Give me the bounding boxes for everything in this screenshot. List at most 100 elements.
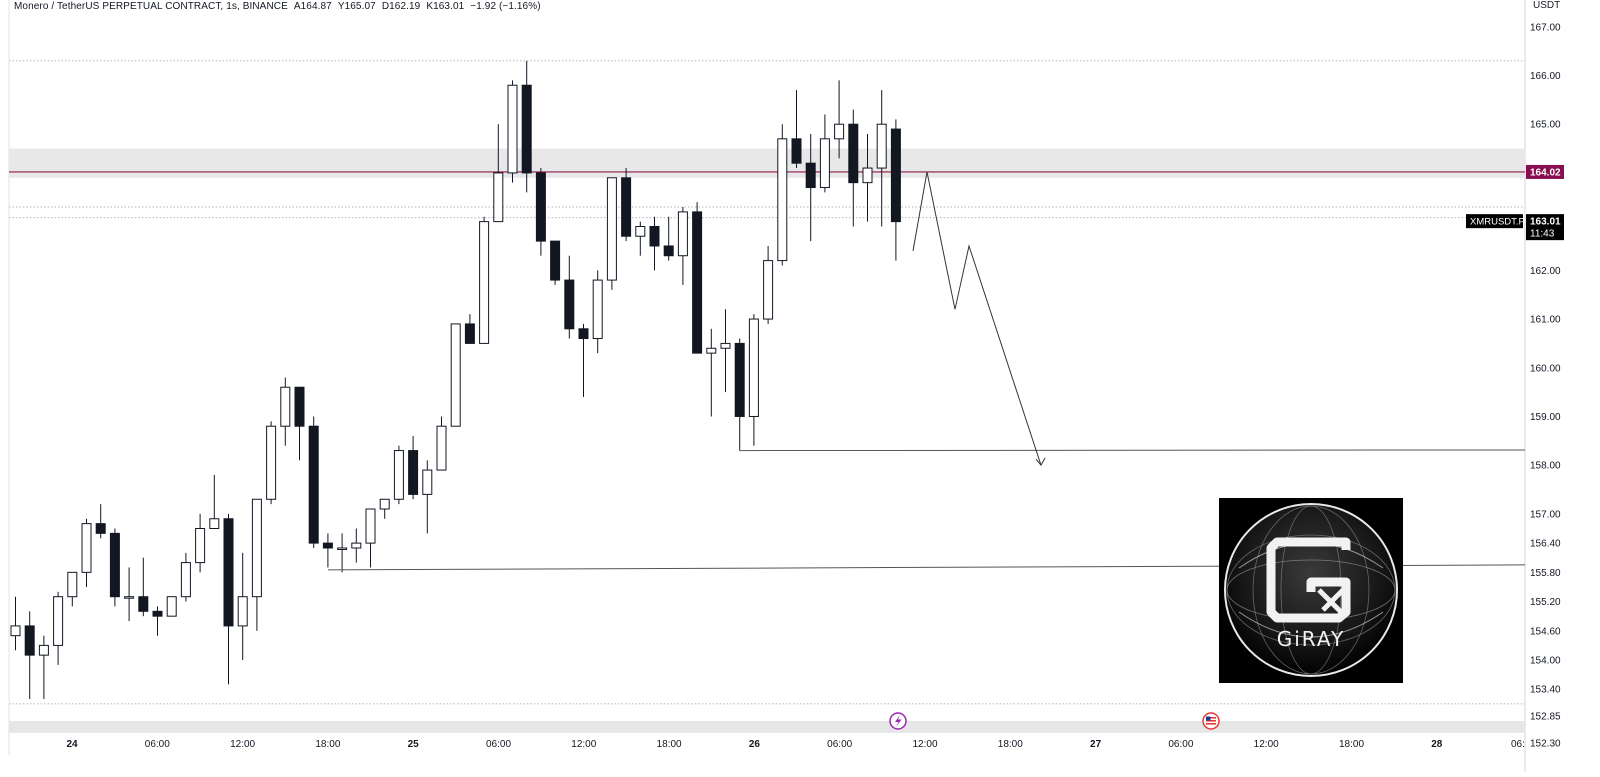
- candle: [10, 596, 21, 651]
- candle-body-down: [521, 84, 532, 174]
- candle-body-up: [834, 123, 845, 140]
- us-flag-event-icon[interactable]: [1202, 712, 1220, 730]
- candle: [521, 60, 532, 193]
- candle-body-up: [819, 138, 830, 189]
- candle-body-up: [450, 323, 461, 427]
- candle-body-up: [436, 425, 447, 471]
- countdown-tag: 11:43: [1530, 229, 1555, 240]
- candle: [450, 323, 461, 427]
- candle-body-up: [677, 211, 688, 257]
- support-trendline-upper[interactable]: [739, 449, 1526, 452]
- candle-body-up: [876, 123, 887, 169]
- candle: [180, 552, 191, 602]
- time-axis-label: 28: [1431, 739, 1443, 750]
- candle: [621, 168, 632, 242]
- candle: [493, 124, 504, 223]
- time-axis-label: 18:00: [998, 739, 1023, 750]
- candle: [748, 314, 759, 446]
- time-axis-label: 24: [66, 739, 78, 750]
- candle: [734, 338, 745, 451]
- candle: [436, 416, 447, 471]
- candle-body-down: [734, 342, 745, 417]
- candle: [677, 207, 688, 285]
- candle-body-up: [862, 167, 873, 184]
- lightning-event-icon[interactable]: [889, 712, 907, 730]
- candle: [876, 90, 887, 227]
- candle-body-down: [890, 128, 901, 223]
- giray-logo: GiRAY: [1219, 498, 1403, 683]
- candle: [280, 377, 291, 446]
- candle: [564, 255, 575, 339]
- candle-body-up: [10, 625, 21, 637]
- level-price-tag[interactable]: 164.02: [1530, 167, 1561, 178]
- time-axis-label: 25: [408, 739, 420, 750]
- candle-body-down: [464, 323, 475, 344]
- candle-body-down: [692, 211, 703, 354]
- candle: [862, 133, 873, 222]
- candle: [209, 474, 220, 529]
- time-axis-label: 12:00: [912, 739, 937, 750]
- candle: [692, 202, 703, 354]
- candle-body-up: [748, 318, 759, 417]
- resistance-zone[interactable]: [9, 148, 1525, 178]
- candle: [124, 567, 135, 622]
- candle: [479, 216, 490, 344]
- candle-body-down: [564, 279, 575, 330]
- candle: [322, 533, 333, 568]
- time-axis-label: 27: [1090, 739, 1102, 750]
- candle-body-down: [621, 177, 632, 237]
- projection-arrowhead: [1035, 457, 1046, 467]
- projection-path[interactable]: [912, 171, 1042, 466]
- price-axis-label: 159.00: [1530, 412, 1561, 423]
- symbol-name[interactable]: Monero / TetherUS PERPETUAL CONTRACT, 1s…: [14, 1, 288, 12]
- candle: [663, 216, 674, 261]
- price-axis-label: 166.00: [1530, 71, 1561, 82]
- candle: [195, 513, 206, 573]
- candle: [606, 177, 617, 290]
- price-axis-label: 155.20: [1530, 597, 1561, 608]
- time-axis-label: 18:00: [1339, 739, 1364, 750]
- candle-body-down: [24, 625, 35, 656]
- candle-body-down: [578, 328, 589, 340]
- candle-body-down: [408, 450, 419, 495]
- candle: [81, 518, 92, 587]
- price-axis-label: 156.40: [1530, 539, 1561, 550]
- candle-body-up: [606, 177, 617, 281]
- candle: [592, 270, 603, 354]
- candle-body-up: [81, 523, 92, 573]
- time-axis-label: 18:00: [315, 739, 340, 750]
- candle-body-down: [109, 532, 120, 598]
- symbol-tag-bg: [1466, 214, 1523, 229]
- candle-body-down: [805, 162, 816, 189]
- candle-body-up: [393, 450, 404, 500]
- candle: [53, 591, 64, 665]
- time-axis-label: 26: [749, 739, 761, 750]
- candle-body-down: [649, 226, 660, 247]
- candle-body-up: [507, 84, 518, 174]
- last-price-tag[interactable]: 163.01: [1530, 217, 1561, 228]
- candle-body-up: [479, 221, 490, 344]
- candle-body-up: [166, 596, 177, 617]
- time-axis-label: 06:00: [486, 739, 511, 750]
- price-axis-label: 153.40: [1530, 685, 1561, 696]
- level-price-tag-bg: [1526, 164, 1564, 179]
- candle-body-up: [124, 596, 135, 599]
- candle: [706, 328, 717, 417]
- candle-body-up: [365, 508, 376, 544]
- time-axis-label: 06:00: [1168, 739, 1193, 750]
- candle: [834, 80, 845, 159]
- candle: [294, 386, 305, 461]
- candle: [578, 323, 589, 397]
- last-price-tag-bg: [1526, 214, 1564, 241]
- price-axis-label: 160.00: [1530, 363, 1561, 374]
- candle-body-up: [337, 547, 348, 550]
- candle: [351, 528, 362, 563]
- candle-body-down: [95, 523, 106, 534]
- candle-body-up: [237, 596, 248, 627]
- candle-body-up: [67, 571, 78, 598]
- candle: [422, 460, 433, 534]
- candle-body-up: [592, 279, 603, 340]
- time-axis-label: 18:00: [657, 739, 682, 750]
